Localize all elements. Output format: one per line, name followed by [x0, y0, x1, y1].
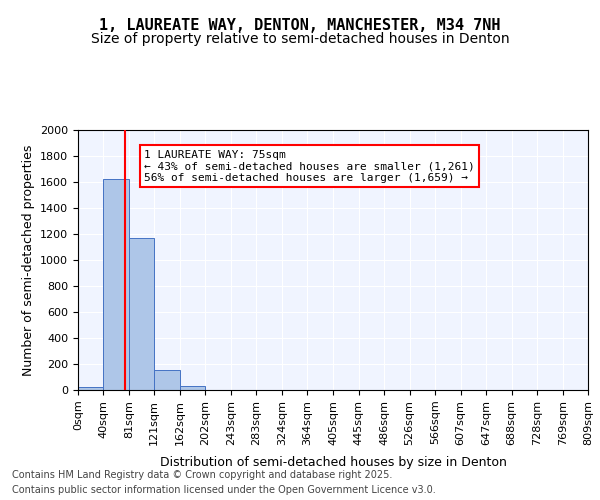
Bar — [78, 388, 103, 390]
Text: 1, LAUREATE WAY, DENTON, MANCHESTER, M34 7NH: 1, LAUREATE WAY, DENTON, MANCHESTER, M34… — [99, 18, 501, 32]
Text: Contains HM Land Registry data © Crown copyright and database right 2025.: Contains HM Land Registry data © Crown c… — [12, 470, 392, 480]
Bar — [103, 180, 129, 390]
Bar — [154, 370, 180, 390]
Bar — [180, 386, 205, 390]
Text: Size of property relative to semi-detached houses in Denton: Size of property relative to semi-detach… — [91, 32, 509, 46]
Text: 1 LAUREATE WAY: 75sqm
← 43% of semi-detached houses are smaller (1,261)
56% of s: 1 LAUREATE WAY: 75sqm ← 43% of semi-deta… — [144, 150, 475, 182]
X-axis label: Distribution of semi-detached houses by size in Denton: Distribution of semi-detached houses by … — [160, 456, 506, 469]
Bar — [129, 238, 154, 390]
Y-axis label: Number of semi-detached properties: Number of semi-detached properties — [22, 144, 35, 376]
Text: Contains public sector information licensed under the Open Government Licence v3: Contains public sector information licen… — [12, 485, 436, 495]
